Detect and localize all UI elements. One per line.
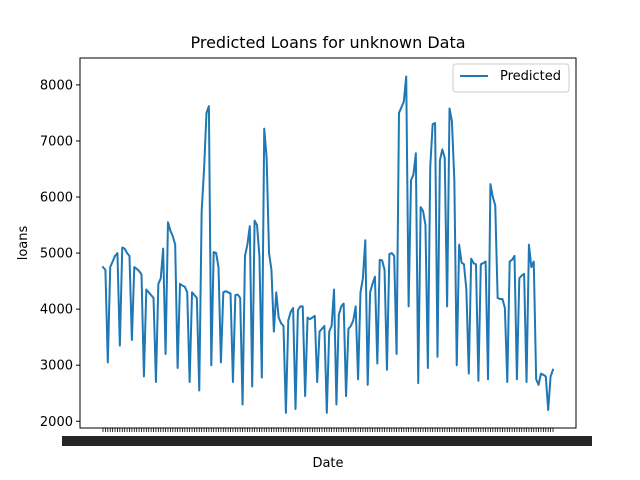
- legend-label-predicted: Predicted: [500, 69, 561, 84]
- y-tick-label: 3000: [40, 359, 73, 374]
- chart-title: Predicted Loans for unknown Data: [190, 33, 465, 52]
- y-tick-label: 5000: [40, 247, 73, 262]
- y-tick-label: 7000: [40, 134, 73, 149]
- y-tick-label: 2000: [40, 415, 73, 430]
- x-axis-label: Date: [312, 456, 343, 471]
- y-axis-label: loans: [16, 226, 31, 261]
- y-tick-label: 4000: [40, 303, 73, 318]
- x-tick-labels-overlapped: [62, 436, 592, 446]
- y-tick-label: 8000: [40, 78, 73, 93]
- predicted-series-line: [101, 75, 555, 414]
- x-axis-ticks: [62, 428, 592, 446]
- legend-box: [452, 63, 570, 93]
- y-tick-label: 6000: [40, 191, 73, 206]
- plot-area-frame: [79, 57, 577, 429]
- y-axis-ticks: 2000 3000 4000 5000 6000 7000 8000: [40, 78, 80, 430]
- legend: Predicted: [452, 63, 570, 93]
